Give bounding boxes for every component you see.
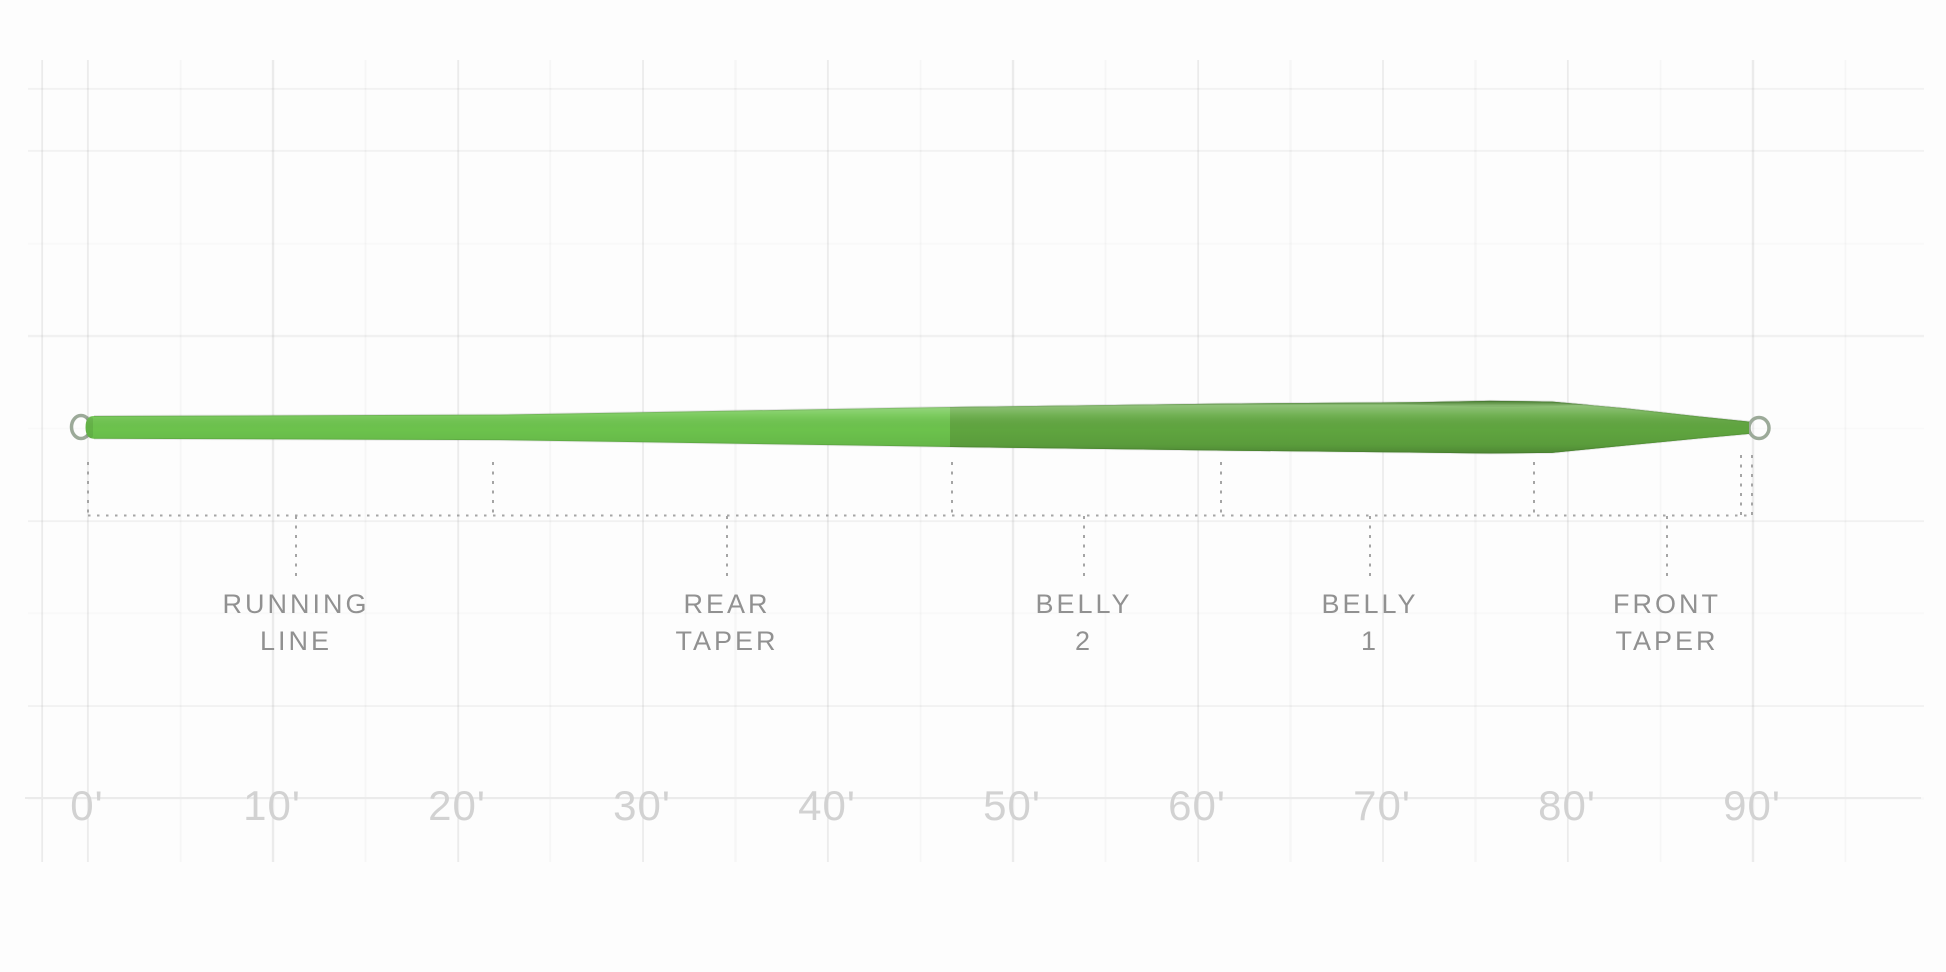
section-label-text: 2 (1074, 626, 1094, 656)
section-label-running-line: RUNNING LINE (223, 586, 370, 660)
section-label-front-taper: FRONT TAPER (1613, 586, 1721, 660)
rear-end-cap (86, 416, 93, 439)
axis-tick-40ft: 40' (798, 782, 856, 829)
belly-highlight-shadow (1395, 400, 1592, 407)
section-label-text: BELLY (1321, 589, 1419, 619)
section-label-text: RUNNING (222, 589, 370, 619)
section-label-text: REAR (683, 589, 771, 619)
axis-tick-10ft: 10' (243, 782, 301, 829)
section-label-rear-taper: REAR TAPER (675, 586, 778, 660)
section-label-text: LINE (259, 626, 333, 656)
fly-line-shading (85, 400, 1749, 454)
axis-tick-90ft: 90' (1723, 782, 1781, 829)
fly-line-bottom-edge (93, 432, 1750, 455)
section-label-text: TAPER (1615, 626, 1719, 656)
section-label-text: BELLY (1035, 589, 1133, 619)
axis-tick-60ft: 60' (1168, 782, 1226, 829)
section-label-text: 1 (1360, 626, 1380, 656)
section-label-belly-1: BELLY 1 (1321, 586, 1418, 660)
axis-tick-80ft: 80' (1538, 782, 1596, 829)
measurement-grid (28, 60, 1924, 862)
section-label-text: TAPER (675, 626, 779, 656)
axis-tick-50ft: 50' (983, 782, 1041, 829)
axis-tick-0ft: 0' (70, 782, 104, 829)
axis-tick-20ft: 20' (428, 782, 486, 829)
section-label-belly-2: BELLY 2 (1035, 586, 1132, 660)
section-label-text: FRONT (1613, 589, 1721, 619)
front-welded-loop-icon (1747, 415, 1771, 441)
axis-tick-30ft: 30' (613, 782, 671, 829)
axis-tick-70ft: 70' (1353, 782, 1411, 829)
fly-line-top-edge (93, 399, 1750, 423)
